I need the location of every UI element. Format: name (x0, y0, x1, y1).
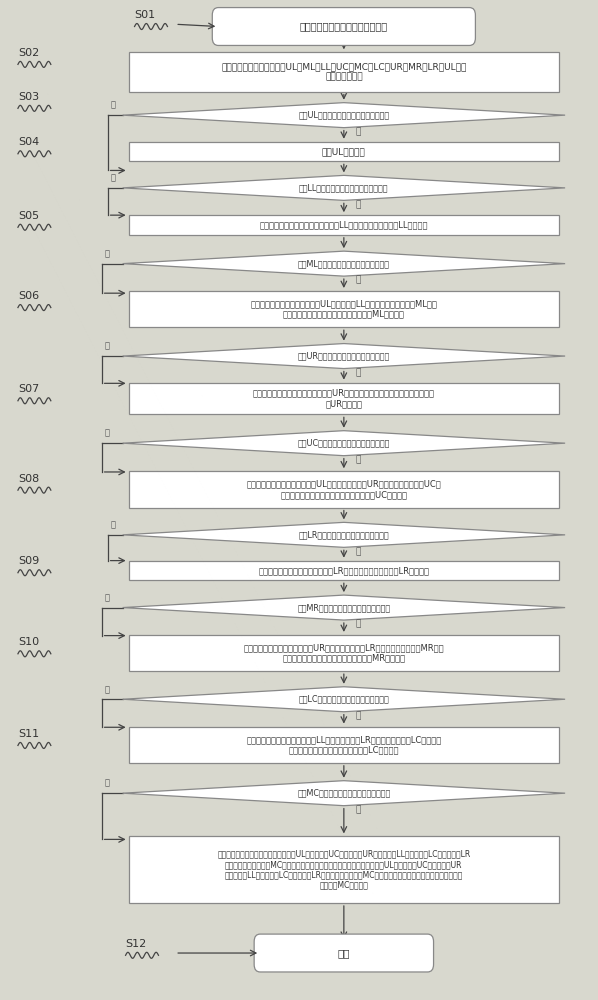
Text: 根据大背景图的位置及高度，计算出LL背景图片位置，并绘制LL背景图片: 根据大背景图的位置及高度，计算出LL背景图片位置，并绘制LL背景图片 (260, 221, 428, 230)
Text: 是: 是 (356, 276, 361, 285)
Text: S04: S04 (18, 137, 39, 147)
Text: 否: 否 (105, 429, 109, 438)
Bar (129, 291, 559, 327)
Text: 根据大背景图的位置、高度、及UL背景图片和LL背景图片的高度，计算ML背景
图片位置以及需要被拉伸的高度，并绘制ML背景图片: 根据大背景图的位置、高度、及UL背景图片和LL背景图片的高度，计算ML背景 图片… (251, 299, 437, 319)
Text: 否: 否 (105, 685, 109, 694)
Text: S12: S12 (126, 939, 147, 949)
Text: 判断UR背景图片的内存空间是否加载成功: 判断UR背景图片的内存空间是否加载成功 (298, 352, 390, 361)
FancyBboxPatch shape (212, 8, 475, 45)
Polygon shape (123, 344, 565, 369)
Text: 否: 否 (111, 101, 115, 110)
Text: 根据大背景图的位置、宽度、及UL背景图片的宽度和UR背景图片的宽度计算UC背
景图片的位置及需要被拉伸的宽度，并绘制UC背景图片: 根据大背景图的位置、宽度、及UL背景图片的宽度和UR背景图片的宽度计算UC背 景… (246, 480, 441, 499)
Text: S09: S09 (18, 556, 39, 566)
Polygon shape (123, 687, 565, 712)
Polygon shape (123, 103, 565, 128)
Text: S02: S02 (18, 48, 39, 58)
Text: 判断ML背景图片的内存空间是否加载成功: 判断ML背景图片的内存空间是否加载成功 (298, 259, 390, 268)
Bar (129, 836, 559, 903)
Text: 根据大背景图的位置、宽度、及UR背景图片的高度和LR背景图片的高度计算MR背景
图片的位置及需要被拉伸的高度，并绘制MR背景图片: 根据大背景图的位置、宽度、及UR背景图片的高度和LR背景图片的高度计算MR背景 … (243, 643, 444, 663)
Text: 是: 是 (356, 368, 361, 377)
Text: S10: S10 (18, 637, 39, 647)
Text: S08: S08 (18, 474, 39, 484)
Text: 是: 是 (356, 455, 361, 464)
Text: 是: 是 (356, 200, 361, 209)
Bar (129, 561, 559, 580)
Polygon shape (123, 595, 565, 620)
Text: 判断MC背景图片的内存空间是否加载成功: 判断MC背景图片的内存空间是否加载成功 (297, 789, 390, 798)
Text: 否: 否 (111, 520, 115, 530)
Text: 是: 是 (356, 127, 361, 136)
Text: 判断LC背景图片的内存空间是否加载成功: 判断LC背景图片的内存空间是否加载成功 (298, 695, 389, 704)
Bar (129, 383, 559, 414)
Bar (129, 635, 559, 671)
Text: 加载背景绘图程序所需要的UL、ML、LL、UC、MC、LC、UR、MR、LR、UL九张
图片资源到内存: 加载背景绘图程序所需要的UL、ML、LL、UC、MC、LC、UR、MR、LR、U… (221, 62, 466, 82)
Text: 是: 是 (356, 547, 361, 556)
Text: 否: 否 (105, 342, 109, 351)
Text: 否: 否 (105, 593, 109, 602)
Polygon shape (123, 431, 565, 456)
Text: 根据大背景图的位置、宽度、及LL背景图片宽度和LR背景图片宽度计算LC背景图片
的位置及需要被拉伸的宽度，并绘制LC背景图片: 根据大背景图的位置、宽度、及LL背景图片宽度和LR背景图片宽度计算LC背景图片 … (246, 735, 441, 754)
Bar (129, 727, 559, 763)
Text: 是: 是 (356, 711, 361, 720)
Polygon shape (123, 781, 565, 806)
Text: 判断LR背景图片的内存空间是否加载成功: 判断LR背景图片的内存空间是否加载成功 (298, 530, 389, 539)
Bar (129, 471, 559, 508)
Polygon shape (123, 251, 565, 276)
Text: 结束: 结束 (338, 948, 350, 958)
Text: 启动车载娱乐系统的背景绘图程序: 启动车载娱乐系统的背景绘图程序 (300, 22, 388, 32)
Text: 判断LL背景图片的内存空间是否加载成功: 判断LL背景图片的内存空间是否加载成功 (299, 183, 389, 192)
Text: S05: S05 (18, 211, 39, 221)
Text: 否: 否 (105, 249, 109, 258)
Polygon shape (123, 175, 565, 200)
Text: 根据大背景图的位置、宽度、高度、及UL背景图片、UC背景图片、UR背景图片、LL背景图片、LC背景图片、LR
背景图片的宽度计算出MC背景图片的纵向的位置及需要: 根据大背景图的位置、宽度、高度、及UL背景图片、UC背景图片、UR背景图片、LL… (217, 850, 471, 890)
Text: S01: S01 (135, 10, 155, 20)
Text: 根据大背景图的位置及高度，计算LR背景图片的位置，并绘制LR背景图片: 根据大背景图的位置及高度，计算LR背景图片的位置，并绘制LR背景图片 (258, 566, 429, 575)
Polygon shape (123, 522, 565, 547)
Text: 判断UL背景图片的内存空间是否加载成功: 判断UL背景图片的内存空间是否加载成功 (298, 111, 389, 120)
Text: 判断UC背景图片的内存空间是否加载成功: 判断UC背景图片的内存空间是否加载成功 (298, 439, 390, 448)
Text: S07: S07 (18, 384, 39, 394)
Text: 否: 否 (111, 174, 115, 183)
Text: 是: 是 (356, 805, 361, 814)
Bar (129, 52, 559, 92)
Text: S06: S06 (18, 291, 39, 301)
FancyBboxPatch shape (254, 934, 434, 972)
Text: 根据大背景图的位置及宽度，计算出UR背景图片位置，并在大背景图的右上角绘
制UR背景图片: 根据大背景图的位置及宽度，计算出UR背景图片位置，并在大背景图的右上角绘 制UR… (253, 389, 435, 408)
Text: S03: S03 (18, 92, 39, 102)
Text: 否: 否 (105, 779, 109, 788)
Bar (129, 142, 559, 161)
Text: S11: S11 (18, 729, 39, 739)
Text: 绘制UL背景图片: 绘制UL背景图片 (322, 147, 366, 156)
Text: 判断MR背景图片的内存空间是否加载成功: 判断MR背景图片的内存空间是否加载成功 (297, 603, 390, 612)
Bar (129, 215, 559, 235)
Text: 是: 是 (356, 620, 361, 629)
